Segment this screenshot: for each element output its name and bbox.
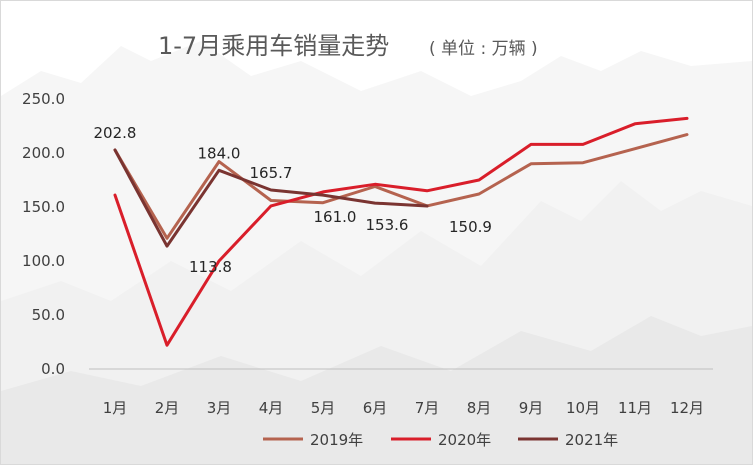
x-tick-label: 7月 [415,399,440,417]
data-label: 113.8 [189,258,232,276]
data-label: 184.0 [198,144,241,162]
x-tick-label: 8月 [467,399,492,417]
y-tick-label: 150.0 [22,198,65,216]
series-line-1 [113,133,689,240]
y-axis: 0.0 50.0 100.0 150.0 200.0 250.0 [22,90,65,378]
legend-label: 2020年 [438,431,491,449]
data-label: 202.8 [94,124,137,142]
legend: 2019年 2020年 2021年 [263,431,618,449]
x-tick-label: 5月 [311,399,336,417]
series-line-2 [113,116,689,347]
legend-label: 2019年 [310,431,363,449]
y-tick-label: 50.0 [32,306,65,324]
chart-unit: ( 单位 : 万辆 ) [429,39,538,59]
x-tick-label: 4月 [259,399,284,417]
legend-label: 2021年 [565,431,618,449]
x-tick-label: 1月 [103,399,128,417]
y-tick-label: 250.0 [22,90,65,108]
data-label: 150.9 [449,218,492,236]
x-tick-label: 9月 [519,399,544,417]
y-tick-label: 200.0 [22,144,65,162]
x-axis: 1月 2月 3月 4月 5月 6月 7月 8月 9月 10月 11月 12月 [103,399,704,417]
data-label: 161.0 [314,208,357,226]
x-tick-label: 11月 [618,399,652,417]
chart-title: 1-7月乘用车销量走势 [158,32,389,60]
series-line-3 [113,148,429,248]
x-tick-label: 12月 [670,399,704,417]
x-tick-label: 6月 [363,399,388,417]
data-label: 165.7 [250,164,293,182]
x-tick-label: 2月 [155,399,180,417]
x-tick-label: 3月 [207,399,232,417]
data-labels: 202.8 113.8 184.0 165.7 161.0 153.6 150.9 [94,124,492,276]
series-lines [113,116,689,347]
mountain-background [1,41,752,464]
y-tick-label: 100.0 [22,252,65,270]
data-label: 153.6 [366,216,409,234]
y-tick-label: 0.0 [41,360,65,378]
x-tick-label: 10月 [566,399,600,417]
